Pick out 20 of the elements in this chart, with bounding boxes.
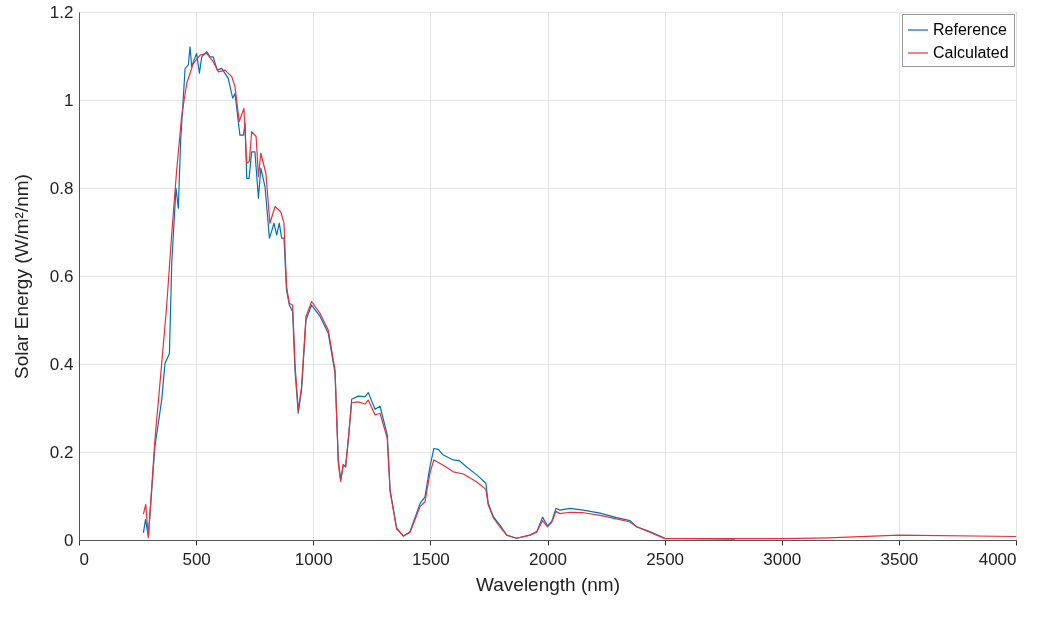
y-tick-label: 0.6 — [49, 266, 74, 286]
x-axis-title: Wavelength (nm) — [476, 573, 620, 595]
x-tick-label: 4000 — [978, 549, 1017, 569]
legend-label: Reference — [933, 21, 1007, 38]
x-tick-label: 1500 — [411, 549, 450, 569]
x-tick-label: 2000 — [529, 549, 567, 569]
x-tick-label: 500 — [182, 549, 211, 569]
legend-label: Calculated — [933, 44, 1009, 61]
x-tick-label: 2500 — [646, 549, 685, 569]
y-tick-label: 1 — [64, 90, 74, 110]
y-tick-label: 1.2 — [49, 2, 74, 22]
x-tick-label: 1000 — [294, 549, 333, 569]
y-tick-label: 0 — [64, 530, 74, 550]
y-tick-label: 0.8 — [49, 178, 74, 198]
y-axis-title: Solar Energy (W/m²/nm) — [10, 174, 32, 379]
x-tick-label: 3000 — [763, 549, 802, 569]
x-tick-label: 3500 — [880, 549, 919, 569]
x-tick-label: 0 — [79, 549, 89, 569]
y-tick-label: 0.4 — [49, 354, 74, 374]
y-tick-label: 0.2 — [49, 442, 74, 462]
